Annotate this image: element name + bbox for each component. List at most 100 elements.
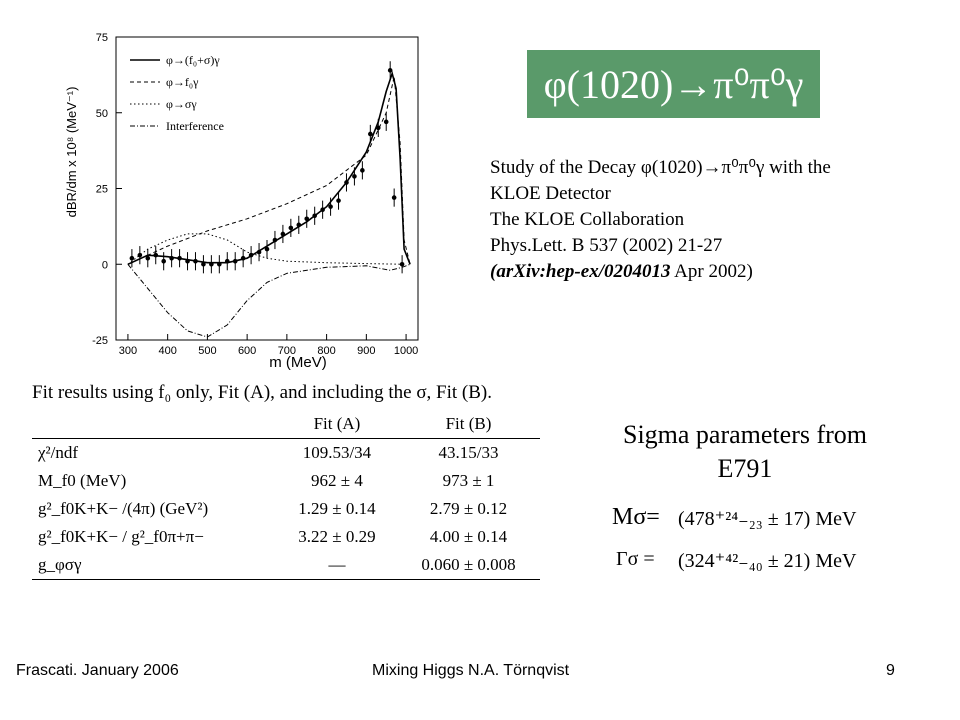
data-point: [224, 258, 230, 264]
data-point: [209, 261, 214, 267]
row-label: M_f0 (MeV): [38, 471, 127, 490]
x-tick-label: 500: [198, 345, 216, 357]
header-cell: Fit (A): [276, 410, 398, 439]
data-point: [391, 195, 397, 200]
x-tick-label: 900: [357, 345, 375, 357]
y-tick-label: -25: [92, 335, 108, 347]
data-point: [193, 258, 198, 264]
x-tick-label: 300: [119, 345, 137, 357]
header-cell: [32, 410, 277, 439]
reference-line-2: KLOE Detector: [490, 183, 611, 204]
y-tick-label: 0: [102, 259, 108, 271]
data-point: [383, 119, 389, 125]
table-caption: Fit results using f₀ only, Fit (A), and …: [32, 382, 493, 403]
row-label: g_φσγ: [32, 551, 277, 580]
data-point: [344, 180, 349, 185]
table-row: g²_f0K+K− / g²_f0π+π− 3.22 ± 0.29 4.00 ±…: [32, 523, 540, 551]
data-point: [264, 246, 270, 252]
data-point: [375, 125, 381, 131]
data-point: [145, 255, 151, 261]
cell: —: [276, 551, 398, 580]
page-number: 9: [886, 662, 895, 679]
sigma-heading-line-2: E791: [717, 454, 773, 483]
reference-line-5: (arXiv:hep-ex/0204013 Apr 2002): [490, 259, 930, 285]
plot-frame: [115, 36, 419, 341]
sigma-mass-value: (478⁺²⁴₋₂₃ ± 17) MeV: [678, 508, 857, 530]
data-point: [288, 225, 294, 231]
data-point: [232, 258, 238, 264]
data-point: [328, 204, 333, 209]
cell: 2.79 ± 0.12: [429, 499, 508, 518]
y-tick-label: 25: [96, 184, 108, 196]
table-row: g_φσγ — 0.060 ± 0.008: [32, 551, 540, 580]
reference-block: Study of the Decay φ(1020)→π⁰π⁰γ with th…: [490, 155, 930, 285]
data-point: [153, 252, 159, 258]
data-point: [368, 131, 373, 137]
table-row: χ²/ndf 109.53/34 43.15/33: [32, 438, 540, 467]
footer-center: Mixing Higgs N.A. Törnqvist: [372, 662, 570, 679]
reference-line-1: Study of the Decay φ(1020)→π⁰π⁰γ with th…: [490, 157, 831, 178]
cell: 109.53/34: [276, 438, 398, 467]
cell: 973 ± 1: [442, 471, 495, 490]
data-point: [177, 255, 182, 261]
data-point: [360, 168, 365, 173]
cell: 4.00 ± 0.14: [429, 527, 508, 546]
data-point: [280, 231, 286, 237]
data-point: [201, 261, 206, 267]
legend-label: φ→σγ: [166, 97, 197, 111]
data-point: [336, 198, 341, 203]
x-tick-label: 700: [278, 345, 296, 357]
cell: 962 ± 4: [311, 471, 363, 490]
header-cell: Fit (B): [397, 410, 540, 439]
sigma-width-label: Γσ =: [616, 548, 655, 570]
table-row: M_f0 (MeV) 962 ± 4 973 ± 1: [32, 467, 540, 495]
row-label: g²_f0K+K− /(4π) (GeV²): [38, 499, 209, 518]
data-point: [185, 258, 190, 264]
footer-left: Frascati. January 2006: [16, 662, 179, 679]
data-point: [352, 174, 357, 179]
arxiv-id: (arXiv:hep-ex/0204013: [490, 261, 671, 282]
y-tick-label: 75: [96, 32, 108, 44]
table-row: g²_f0K+K− /(4π) (GeV²) 1.29 ± 0.14 2.79 …: [32, 495, 540, 523]
data-point: [137, 252, 143, 258]
x-tick-label: 800: [317, 345, 335, 357]
data-point: [161, 258, 166, 264]
slide-title: φ(1020)→π⁰π⁰γ: [527, 50, 820, 118]
footer: Frascati. January 2006 Mixing Higgs N.A.…: [0, 662, 960, 686]
row-label: g²_f0K+K− / g²_f0π+π−: [38, 527, 204, 546]
x-tick-label: 400: [158, 345, 176, 357]
data-point: [296, 222, 302, 228]
x-tick-label: 1000: [394, 345, 418, 357]
decay-spectrum-plot: 300 400 500 600 700 800 900 1000 -25 0 25 50 75 φ→(f…: [64, 32, 419, 371]
y-tick-label: 50: [96, 108, 108, 120]
data-point: [129, 255, 135, 261]
legend-label: Interference: [166, 119, 224, 133]
data-point: [399, 261, 405, 267]
arxiv-date: Apr 2002): [670, 261, 753, 282]
reference-line-3: The KLOE Collaboration: [490, 209, 685, 230]
data-point: [169, 255, 174, 261]
x-tick-label: 600: [238, 345, 256, 357]
row-label: χ²/ndf: [32, 438, 277, 467]
cell: 0.060 ± 0.008: [397, 551, 540, 580]
cell: 1.29 ± 0.14: [298, 499, 376, 518]
sigma-heading-line-1: Sigma parameters from: [622, 420, 868, 449]
cell: 3.22 ± 0.29: [298, 527, 376, 546]
data-point: [387, 68, 393, 73]
legend-label: φ→(f₀+σ)γ: [166, 53, 220, 67]
series-line: [127, 263, 411, 338]
data-point: [320, 207, 325, 213]
sigma-width-value: (324⁺⁴²₋₄₀ ± 21) MeV: [678, 550, 857, 572]
data-point: [312, 213, 317, 219]
data-point: [217, 261, 222, 267]
reference-line-4: Phys.Lett. B 537 (2002) 21-27: [490, 235, 723, 256]
data-point: [272, 237, 278, 243]
y-axis-label: dBR/dm x 10⁸ (MeV⁻¹): [64, 87, 79, 218]
data-point: [304, 216, 310, 222]
data-point: [256, 249, 262, 255]
sigma-heading: Sigma parameters from E791: [590, 418, 900, 486]
sigma-mass-label: Mσ=: [612, 504, 660, 530]
data-point: [240, 255, 246, 261]
cell: 43.15/33: [397, 438, 540, 467]
fit-results-table: Fit (A) Fit (B) χ²/ndf 109.53/34 43.15/3…: [32, 410, 540, 580]
